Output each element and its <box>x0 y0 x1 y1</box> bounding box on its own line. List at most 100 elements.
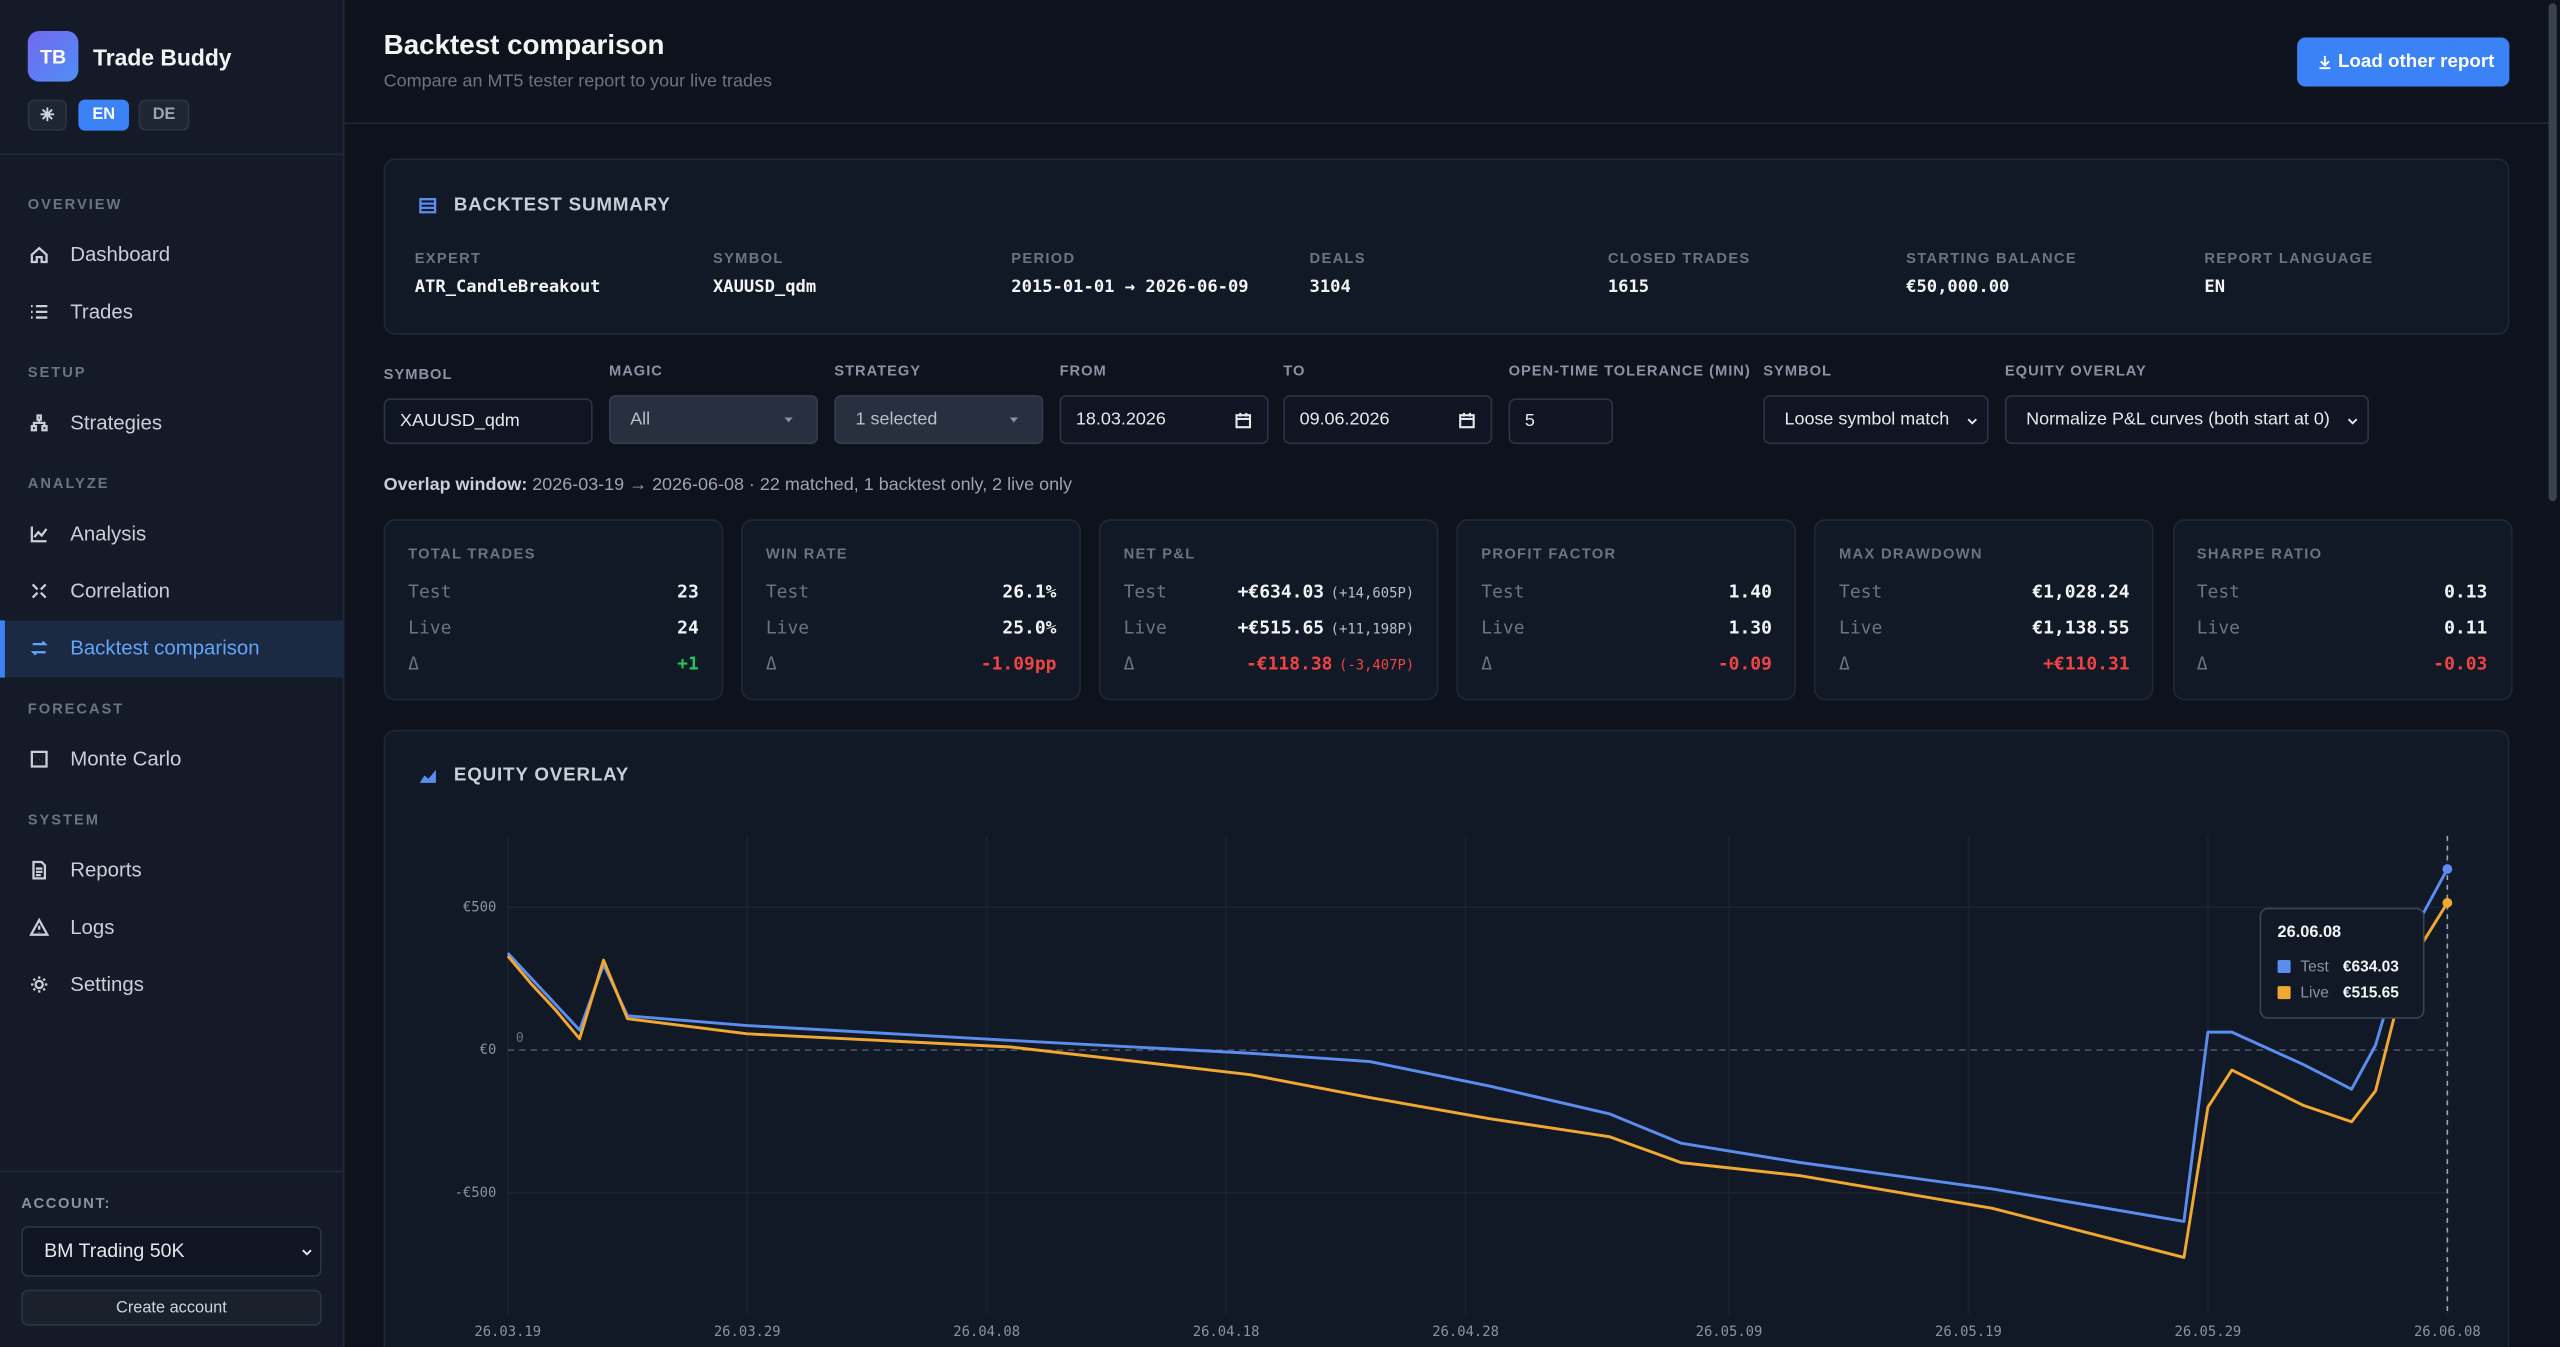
tooltip-title: 26.06.08 <box>2277 924 2342 943</box>
stat-row-value: 26.1% <box>1002 581 1056 602</box>
filter-select[interactable]: Normalize P&L curves (both start at 0) <box>2004 395 2369 445</box>
summary-label: CLOSED TRADES <box>1607 249 1751 267</box>
nav-section-title: ANALYZE <box>27 475 110 492</box>
filter-date[interactable]: 09.06.2026 <box>1283 395 1493 445</box>
stat-value: +€634.03 <box>1237 581 1325 603</box>
icon <box>1459 412 1475 429</box>
stat-value: €1,138.55 <box>2032 617 2130 639</box>
nav-item[interactable]: Analysis <box>0 505 344 562</box>
icon-shape <box>30 525 48 542</box>
filter-label: OPEN-TIME TOLERANCE (MIN) <box>1508 362 1751 379</box>
stat-row-value: +1 <box>677 653 699 674</box>
stat-row-label: Test <box>408 581 452 603</box>
icon <box>31 304 48 318</box>
filter-select[interactable]: Loose symbol match <box>1763 395 1989 445</box>
stat-row-value: -0.09 <box>1718 653 1772 674</box>
tooltip-value: €515.65 <box>2342 984 2399 1003</box>
icon <box>40 107 55 122</box>
stat-value: +€110.31 <box>2043 653 2130 675</box>
filter-input[interactable]: XAUUSD_qdm <box>383 398 593 445</box>
stat-card: WIN RATE Test 26.1% Live 25.0% Δ -1.09pp <box>741 519 1081 701</box>
stat-card: SHARPE RATIO Test 0.13 Live 0.11 Δ -0.03 <box>2172 519 2512 701</box>
stat-value: 25.0% <box>1002 617 1057 639</box>
filter-input[interactable]: 5 <box>1508 398 1614 445</box>
stat-row-label: Test <box>2196 581 2240 603</box>
load-report-button[interactable]: Load other report <box>2297 37 2510 87</box>
scrollbar-thumb[interactable] <box>2548 3 2557 502</box>
stat-row-label: Live <box>1481 617 1525 639</box>
icon <box>30 749 48 767</box>
theme-toggle[interactable] <box>27 99 67 131</box>
stat-title: MAX DRAWDOWN <box>1839 545 1983 562</box>
nav-item[interactable]: Logs <box>0 899 344 956</box>
nav-label: Logs <box>70 915 115 938</box>
nav-item[interactable]: Strategies <box>0 394 344 451</box>
icon-shape <box>302 1249 312 1256</box>
nav-label: Reports <box>70 857 142 881</box>
x-tick-label: 26.03.19 <box>474 1324 541 1340</box>
filter-dropdown[interactable]: 1 selected <box>834 395 1044 445</box>
filter-date[interactable]: 18.03.2026 <box>1059 395 1269 445</box>
stat-row-label: Δ <box>1123 653 1135 675</box>
x-tick-label: 26.05.09 <box>1696 1324 1763 1340</box>
app-name: Trade Buddy <box>93 44 232 71</box>
language-button[interactable]: DE <box>138 99 190 131</box>
nav-item[interactable]: Settings <box>0 956 344 1013</box>
summary-label: SYMBOL <box>712 249 784 267</box>
summary-value: ATR_CandleBreakout <box>414 277 601 298</box>
stat-row-label: Δ <box>1481 653 1493 675</box>
tooltip-value: €634.03 <box>2342 958 2399 977</box>
stat-row-label: Live <box>2196 617 2240 639</box>
stat-value: 26.1% <box>1002 581 1057 603</box>
nav-item[interactable]: Correlation <box>0 562 344 619</box>
stat-extra: (-3,407P) <box>1338 657 1415 675</box>
filter-label: SYMBOL <box>383 365 453 383</box>
nav-item[interactable]: Backtest comparison <box>0 619 345 677</box>
stat-row-label: Live <box>1123 617 1167 639</box>
icon-shape <box>784 417 793 423</box>
summary-value: XAUUSD_qdm <box>712 277 817 298</box>
stat-row-value: 1.30 <box>1729 617 1772 638</box>
stat-value: -0.03 <box>2433 653 2488 675</box>
nav-section-title: SETUP <box>27 364 87 381</box>
icon-shape <box>40 107 55 122</box>
stat-value: 0.11 <box>2444 617 2488 639</box>
language-button[interactable]: EN <box>78 99 129 131</box>
stat-title: WIN RATE <box>765 545 848 562</box>
summary-value: 3104 <box>1309 277 1351 298</box>
account-select[interactable]: BM Trading 50K <box>21 1226 322 1277</box>
nav-label: Analysis <box>70 521 147 545</box>
nav-label: Strategies <box>70 410 163 434</box>
icon-shape <box>31 975 48 992</box>
nav-section-title: OVERVIEW <box>27 195 123 213</box>
icon <box>1009 417 1018 423</box>
icon <box>784 417 793 423</box>
nav-item[interactable]: Monte Carlo <box>0 731 344 788</box>
create-account-button[interactable]: Create account <box>21 1289 322 1326</box>
filter-dropdown[interactable]: All <box>608 395 818 445</box>
icon <box>2347 418 2358 425</box>
summary-value: 2015-01-01 → 2026-06-09 <box>1011 277 1249 298</box>
nav-item[interactable]: Dashboard <box>0 226 344 283</box>
stat-row-value: 24 <box>677 617 699 638</box>
icon-shape <box>1459 412 1475 429</box>
stat-value: €1,028.24 <box>2032 581 2130 603</box>
filter-value: 18.03.2026 <box>1075 409 1166 430</box>
nav-item[interactable]: Reports <box>0 842 344 899</box>
start-label: 0 <box>516 1031 524 1046</box>
overlap-window: Overlap window: 2026-03-19 → 2026-06-08 ·… <box>384 475 1072 495</box>
stat-row-value: 0.13 <box>2444 581 2487 602</box>
x-tick-label: 26.04.18 <box>1193 1324 1260 1340</box>
icon <box>31 975 48 992</box>
stat-value: 0.13 <box>2444 581 2488 603</box>
series-line <box>506 902 2449 1259</box>
series-line <box>506 868 2449 1223</box>
icon <box>31 582 47 598</box>
x-tick-label: 26.05.29 <box>2175 1324 2242 1340</box>
summary-label: EXPERT <box>414 249 482 267</box>
x-tick-label: 26.06.08 <box>2414 1324 2481 1340</box>
nav-item[interactable]: Trades <box>0 283 344 340</box>
y-tick-label: €500 <box>463 899 496 915</box>
icon <box>30 640 48 655</box>
chart-tooltip: 26.06.08 Test €634.03 Live €515.65 <box>2259 907 2425 1019</box>
